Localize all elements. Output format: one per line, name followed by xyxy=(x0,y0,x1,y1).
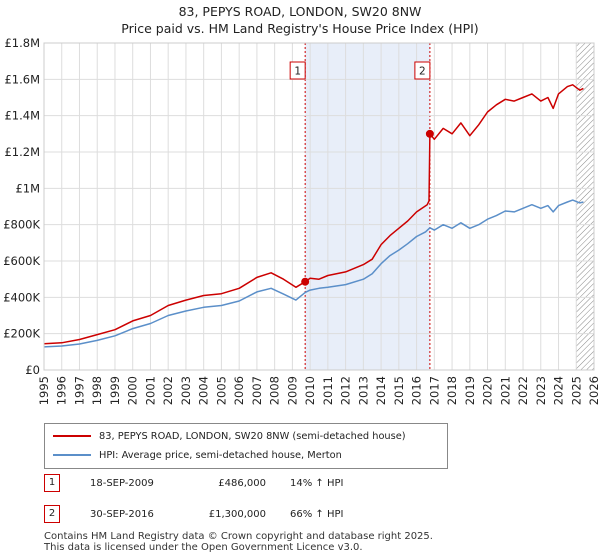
legend-item-property: 83, PEPYS ROAD, LONDON, SW20 8NW (semi-d… xyxy=(53,429,406,445)
x-tick-label: 2022 xyxy=(516,376,530,405)
x-tick-label: 2019 xyxy=(463,376,477,405)
x-tick-label: 2011 xyxy=(321,376,335,405)
x-tick-label: 2012 xyxy=(339,376,353,405)
shaded-period xyxy=(305,43,430,370)
legend-item-hpi: HPI: Average price, semi-detached house,… xyxy=(53,448,342,464)
y-tick-label: £1.8M xyxy=(4,36,40,50)
sale-date-2: 30-SEP-2016 xyxy=(90,509,154,520)
x-tick-label: 1998 xyxy=(90,376,104,405)
sale-badge-1: 1 xyxy=(44,474,60,492)
sale-label-text: 1 xyxy=(294,66,301,78)
y-tick-label: £600K xyxy=(3,254,40,268)
x-tick-label: 2007 xyxy=(250,376,264,405)
x-tick-label: 2017 xyxy=(427,376,441,405)
x-tick-label: 1997 xyxy=(72,376,86,405)
x-tick-label: 2024 xyxy=(552,376,566,405)
x-tick-label: 2002 xyxy=(161,376,175,405)
y-tick-label: £1.2M xyxy=(4,145,40,159)
x-tick-label: 2016 xyxy=(410,376,424,405)
sale-hpi-2: 66% ↑ HPI xyxy=(290,509,344,520)
x-tick-label: 1996 xyxy=(55,376,69,405)
sale-point xyxy=(301,277,310,286)
y-tick-label: £0 xyxy=(25,363,40,377)
y-tick-label: £1M xyxy=(15,181,40,195)
x-tick-label: 2020 xyxy=(481,376,495,405)
x-tick-label: 2015 xyxy=(392,376,406,405)
legend-swatch-hpi xyxy=(53,454,91,456)
footer-licence: This data is licensed under the Open Gov… xyxy=(44,542,363,553)
x-tick-label: 2004 xyxy=(197,376,211,405)
x-tick-label: 2010 xyxy=(303,376,317,405)
y-tick-label: £800K xyxy=(3,218,40,232)
x-tick-label: 2000 xyxy=(126,376,140,405)
footer-copyright: Contains HM Land Registry data © Crown c… xyxy=(44,531,433,542)
x-tick-label: 2018 xyxy=(445,376,459,405)
plot-frame xyxy=(43,42,595,371)
sale-price-1: £486,000 xyxy=(218,478,266,489)
y-tick-label: £200K xyxy=(3,327,40,341)
x-tick-label: 2006 xyxy=(232,376,246,405)
x-tick-label: 1999 xyxy=(108,376,122,405)
x-tick-label: 2014 xyxy=(374,376,388,405)
sale-badge-2: 2 xyxy=(44,505,60,523)
price-chart: 1 2 £0 £200K £400K £600K £800K £1M £1.2M £1.4M £1… xyxy=(3,36,600,405)
legend-swatch-property xyxy=(53,435,91,437)
chart-title-line2: Price paid vs. HM Land Registry's House … xyxy=(121,21,479,36)
legend-label-property: 83, PEPYS ROAD, LONDON, SW20 8NW (semi-d… xyxy=(99,431,406,442)
x-tick-label: 2013 xyxy=(356,376,370,405)
x-tick-label: 2001 xyxy=(143,376,157,405)
legend-label-hpi: HPI: Average price, semi-detached house,… xyxy=(99,450,342,461)
property-price-line xyxy=(44,84,584,345)
x-tick-label: 2026 xyxy=(587,376,600,405)
x-tick-label: 2003 xyxy=(179,376,193,405)
sale-hpi-1: 14% ↑ HPI xyxy=(290,478,344,489)
x-tick-label: 2021 xyxy=(498,376,512,405)
chart-title: 83, PEPYS ROAD, LONDON, SW20 8NW Price p… xyxy=(0,3,600,37)
x-tick-label: 2008 xyxy=(268,376,282,405)
sale-label-box xyxy=(289,61,306,80)
sale-date-1: 18-SEP-2009 xyxy=(90,478,154,489)
x-tick-label: 2025 xyxy=(569,376,583,405)
hpi-line xyxy=(44,199,584,348)
sale-label-text: 2 xyxy=(419,66,426,78)
x-tick-label: 1995 xyxy=(37,376,51,405)
x-tick-label: 2023 xyxy=(534,376,548,405)
sale-price-2: £1,300,000 xyxy=(208,509,266,520)
hatched-area xyxy=(576,43,594,370)
footer: Contains HM Land Registry data © Crown c… xyxy=(44,531,433,553)
y-tick-label: £1.4M xyxy=(4,109,40,123)
x-tick-label: 2005 xyxy=(214,376,228,405)
sale-point xyxy=(425,129,434,138)
legend: 83, PEPYS ROAD, LONDON, SW20 8NW (semi-d… xyxy=(44,423,448,469)
x-tick-label: 2009 xyxy=(285,376,299,405)
y-tick-label: £1.6M xyxy=(4,72,40,86)
y-tick-label: £400K xyxy=(3,290,40,304)
chart-title-line1: 83, PEPYS ROAD, LONDON, SW20 8NW xyxy=(178,4,422,19)
sale-label-box xyxy=(414,61,431,80)
